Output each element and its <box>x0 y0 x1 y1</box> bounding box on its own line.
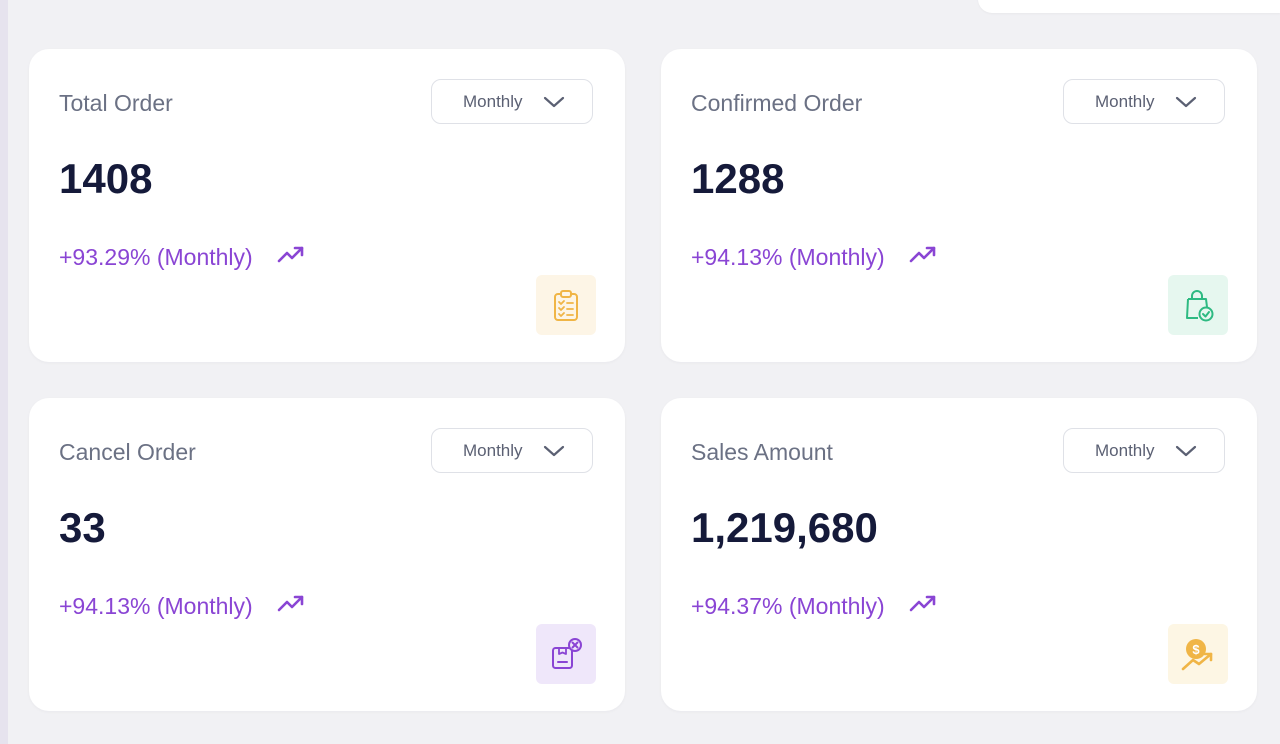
period-dropdown[interactable]: Monthly <box>431 428 593 473</box>
trend-up-icon <box>909 246 936 263</box>
chevron-down-icon <box>1175 96 1197 108</box>
change-percent: +94.13% (Monthly) <box>59 593 253 619</box>
chevron-down-icon <box>543 96 565 108</box>
change-percent: +93.29% (Monthly) <box>59 244 253 270</box>
period-label: Monthly <box>463 440 523 460</box>
sales-amount-card: Sales Amount Monthly 1,219,680 +94.37% (… <box>661 398 1257 711</box>
svg-text:$: $ <box>1192 642 1200 657</box>
dollar-growth-icon: $ <box>1181 639 1213 671</box>
card-icon-badge: $ <box>1168 624 1228 684</box>
trend-up-icon <box>277 246 304 263</box>
trend-up-icon <box>277 595 304 612</box>
period-dropdown[interactable]: Monthly <box>1063 79 1225 124</box>
box-cancel-icon <box>552 638 582 669</box>
chevron-down-icon <box>543 445 565 457</box>
card-title: Sales Amount <box>691 439 833 465</box>
period-label: Monthly <box>463 91 523 111</box>
card-title: Confirmed Order <box>691 90 863 116</box>
change-percent: +94.37% (Monthly) <box>691 593 885 619</box>
clipboard-checklist-icon <box>554 290 578 321</box>
left-sidebar-edge <box>0 0 8 744</box>
card-value: 1288 <box>691 155 785 202</box>
period-label: Monthly <box>1095 440 1155 460</box>
card-value: 33 <box>59 504 106 551</box>
card-title: Cancel Order <box>59 439 196 465</box>
period-dropdown[interactable]: Monthly <box>431 79 593 124</box>
shopping-bag-check-icon <box>1186 290 1214 322</box>
card-icon-badge <box>1168 275 1228 335</box>
confirmed-order-card: Confirmed Order Monthly 1288 +94.13% (Mo… <box>661 49 1257 362</box>
top-panel-edge <box>978 0 1280 13</box>
cancel-order-card: Cancel Order Monthly 33 +94.13% (Monthly… <box>29 398 625 711</box>
period-dropdown[interactable]: Monthly <box>1063 428 1225 473</box>
card-icon-badge <box>536 624 596 684</box>
trend-up-icon <box>909 595 936 612</box>
card-value: 1408 <box>59 155 153 202</box>
period-label: Monthly <box>1095 91 1155 111</box>
total-order-card: Total Order Monthly 1408 +93.29% (Monthl… <box>29 49 625 362</box>
card-title: Total Order <box>59 90 173 116</box>
change-percent: +94.13% (Monthly) <box>691 244 885 270</box>
card-icon-badge <box>536 275 596 335</box>
chevron-down-icon <box>1175 445 1197 457</box>
card-value: 1,219,680 <box>691 504 878 551</box>
